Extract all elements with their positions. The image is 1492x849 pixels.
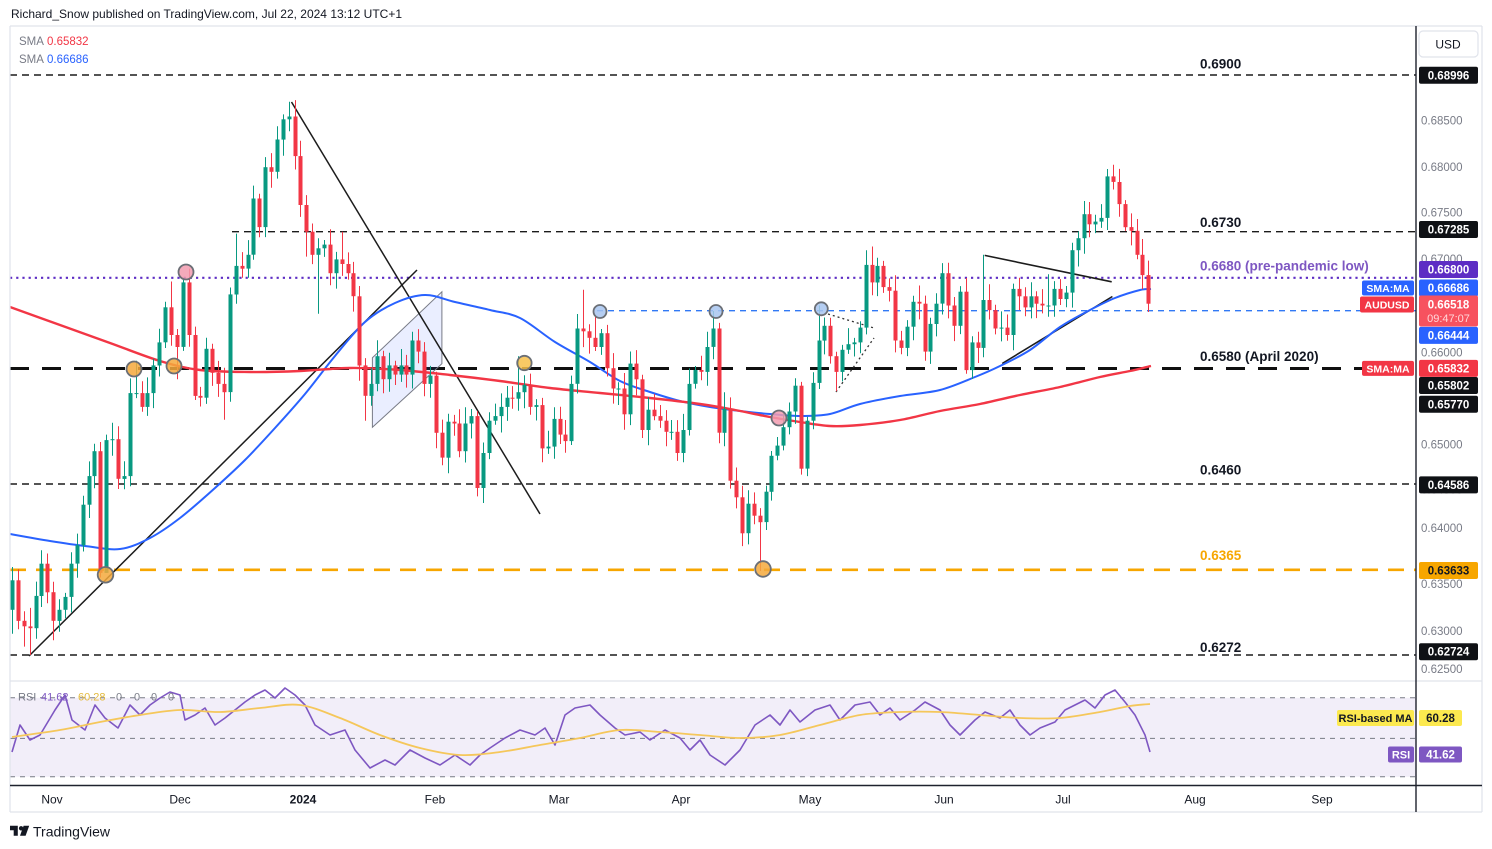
svg-text:0.64586: 0.64586: [1428, 480, 1470, 492]
svg-text:0.6460: 0.6460: [1200, 463, 1241, 478]
svg-text:Dec: Dec: [169, 793, 190, 807]
svg-text:Jul: Jul: [1055, 793, 1070, 807]
svg-text:0.6365: 0.6365: [1200, 548, 1242, 563]
svg-text:0.65000: 0.65000: [1421, 440, 1463, 452]
svg-text:0: 0: [151, 692, 157, 704]
svg-text:2024: 2024: [290, 793, 317, 807]
svg-text:60.28: 60.28: [1426, 713, 1455, 725]
svg-text:Richard_Snow published on Trad: Richard_Snow published on TradingView.co…: [11, 7, 402, 21]
svg-text:0.6730: 0.6730: [1200, 215, 1241, 230]
svg-text:0.68996: 0.68996: [1428, 70, 1470, 82]
svg-text:0.6580 (April 2020): 0.6580 (April 2020): [1200, 349, 1319, 364]
svg-text:AUDUSD: AUDUSD: [1365, 300, 1410, 312]
svg-text:0.66518: 0.66518: [1428, 300, 1470, 312]
svg-text:RSI-based MA: RSI-based MA: [1339, 713, 1413, 725]
svg-text:Nov: Nov: [41, 793, 62, 807]
svg-text:0.68000: 0.68000: [1421, 162, 1463, 174]
svg-text:0.6680 (pre-pandemic low): 0.6680 (pre-pandemic low): [1200, 259, 1369, 274]
svg-text:SMA: SMA: [19, 54, 44, 66]
svg-text:SMA:MA: SMA:MA: [1366, 283, 1410, 295]
svg-text:May: May: [799, 793, 822, 807]
svg-text:0.65832: 0.65832: [47, 36, 89, 48]
svg-text:0.6272: 0.6272: [1200, 640, 1241, 655]
svg-text:09:47:07: 09:47:07: [1427, 313, 1470, 325]
svg-text:0.62500: 0.62500: [1421, 664, 1463, 676]
svg-text:Apr: Apr: [672, 793, 691, 807]
svg-text:Aug: Aug: [1184, 793, 1205, 807]
svg-text:0.66686: 0.66686: [1428, 283, 1470, 295]
svg-text:0.63500: 0.63500: [1421, 579, 1463, 591]
svg-text:USD: USD: [1435, 38, 1461, 52]
svg-text:0.66800: 0.66800: [1428, 265, 1470, 277]
svg-text:RSI: RSI: [1392, 750, 1410, 762]
svg-text:0.67500: 0.67500: [1421, 207, 1463, 219]
svg-text:41.62: 41.62: [41, 692, 69, 704]
svg-text:0.67285: 0.67285: [1428, 225, 1470, 237]
svg-text:0.62724: 0.62724: [1428, 647, 1470, 659]
svg-text:0.63633: 0.63633: [1428, 566, 1470, 578]
svg-text:0.6900: 0.6900: [1200, 57, 1241, 72]
svg-text:0.65832: 0.65832: [1428, 363, 1470, 375]
svg-text:0.63000: 0.63000: [1421, 626, 1463, 638]
svg-text:0: 0: [168, 692, 174, 704]
svg-text:0.64000: 0.64000: [1421, 523, 1463, 535]
svg-text:41.62: 41.62: [1426, 750, 1455, 762]
svg-text:Feb: Feb: [425, 793, 446, 807]
svg-text:0.65802: 0.65802: [1428, 381, 1470, 393]
svg-text:0.65770: 0.65770: [1428, 399, 1470, 411]
svg-text:Mar: Mar: [549, 793, 570, 807]
svg-text:0.68500: 0.68500: [1421, 115, 1463, 127]
svg-text:0.66686: 0.66686: [47, 54, 89, 66]
svg-text:RSI: RSI: [18, 692, 36, 704]
svg-text:SMA: SMA: [19, 36, 44, 48]
svg-text:Sep: Sep: [1311, 793, 1333, 807]
svg-text:TradingView: TradingView: [33, 824, 111, 840]
svg-text:60.28: 60.28: [78, 692, 106, 704]
svg-text:Jun: Jun: [934, 793, 953, 807]
svg-text:0: 0: [116, 692, 122, 704]
svg-text:0.66444: 0.66444: [1428, 330, 1470, 342]
svg-text:SMA:MA: SMA:MA: [1366, 363, 1410, 375]
svg-text:0.66000: 0.66000: [1421, 348, 1463, 360]
svg-text:0: 0: [134, 692, 140, 704]
